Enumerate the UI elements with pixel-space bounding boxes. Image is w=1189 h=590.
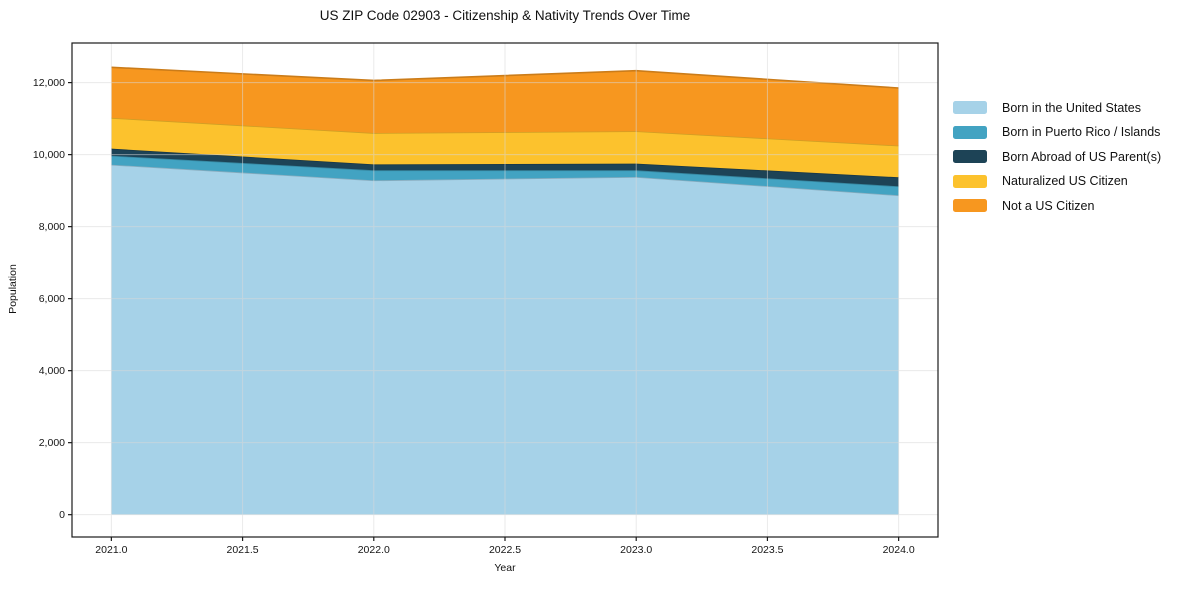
legend-label: Born in Puerto Rico / Islands — [1002, 125, 1161, 139]
legend: Born in the United States Born in Puerto… — [953, 101, 1161, 224]
legend-label: Naturalized US Citizen — [1002, 174, 1128, 188]
legend-item: Born in Puerto Rico / Islands — [953, 125, 1161, 139]
legend-item: Not a US Citizen — [953, 198, 1161, 213]
y-tick-label: 0 — [59, 509, 65, 521]
legend-item: Born in the United States — [953, 100, 1161, 115]
legend-label: Not a US Citizen — [1002, 198, 1095, 213]
y-axis-label: Population — [7, 264, 19, 314]
tick-labels: 0 2,000 4,000 6,000 8,000 10,000 12,000 2021.0 2… — [33, 77, 915, 556]
x-tick-label: 2023.0 — [620, 544, 652, 556]
legend-item: Naturalized US Citizen — [953, 174, 1161, 188]
x-tick-label: 2024.0 — [883, 544, 915, 556]
y-tick-label: 12,000 — [33, 77, 65, 89]
x-tick-label: 2021.5 — [227, 544, 259, 556]
legend-label: Born Abroad of US Parent(s) — [1002, 149, 1162, 164]
legend-swatch-icon — [953, 199, 987, 212]
legend-label: Born in the United States — [1002, 100, 1141, 115]
x-tick-label: 2021.0 — [95, 544, 127, 556]
y-tick-label: 10,000 — [33, 149, 65, 161]
x-tick-label: 2023.5 — [751, 544, 783, 556]
legend-swatch-icon — [953, 125, 987, 139]
gridlines — [72, 43, 938, 537]
legend-item: Born Abroad of US Parent(s) — [953, 149, 1162, 164]
x-axis-label: Year — [494, 562, 516, 574]
chart-title: US ZIP Code 02903 - Citizenship & Nativi… — [319, 8, 691, 23]
legend-swatch-icon — [953, 101, 987, 114]
y-tick-label: 8,000 — [39, 221, 65, 233]
legend-swatch-icon — [953, 150, 987, 163]
x-tick-label: 2022.0 — [358, 544, 390, 556]
y-tick-label: 6,000 — [39, 293, 65, 305]
y-tick-label: 2,000 — [39, 437, 65, 449]
x-tick-label: 2022.5 — [489, 544, 521, 556]
y-tick-label: 4,000 — [39, 365, 65, 377]
tick-marks — [68, 82, 900, 541]
legend-swatch-icon — [953, 174, 987, 188]
